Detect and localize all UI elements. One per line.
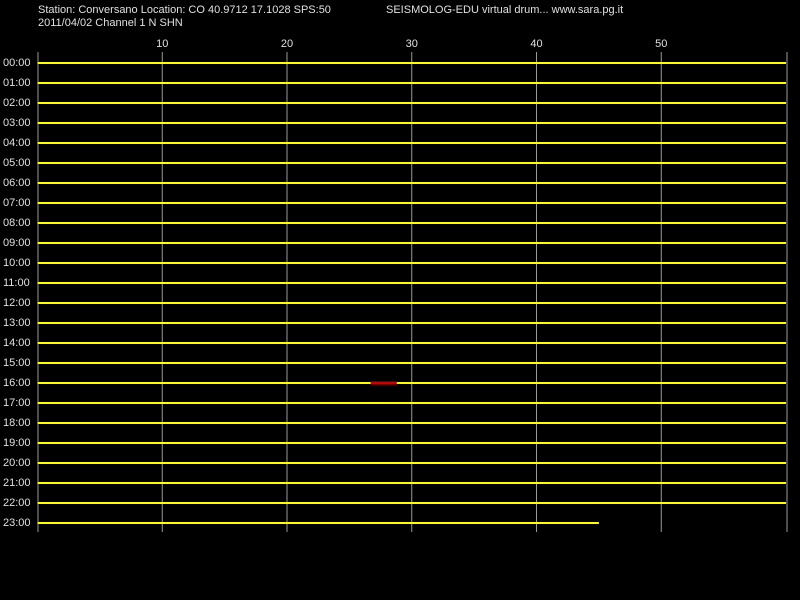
row-label: 21:00: [3, 477, 31, 489]
x-tick-label: 30: [406, 38, 418, 50]
chart-title: Station: Conversano Location: CO 40.9712…: [38, 4, 331, 16]
row-label: 17:00: [3, 397, 31, 409]
row-label: 20:00: [3, 457, 31, 469]
row-label: 19:00: [3, 437, 31, 449]
row-label: 13:00: [3, 317, 31, 329]
row-label: 00:00: [3, 57, 31, 69]
row-label: 10:00: [3, 257, 31, 269]
chart-caption: 2011/04/02 Channel 1 N SHN: [38, 17, 183, 29]
chart-subtitle: SEISMOLOG-EDU virtual drum... www.sara.p…: [386, 4, 623, 16]
x-tick-label: 50: [655, 38, 667, 50]
row-label: 12:00: [3, 297, 31, 309]
row-label: 03:00: [3, 117, 31, 129]
row-label: 04:00: [3, 137, 31, 149]
row-label: 02:00: [3, 97, 31, 109]
row-label: 07:00: [3, 197, 31, 209]
row-label: 11:00: [3, 277, 30, 289]
row-label: 22:00: [3, 497, 31, 509]
row-label: 01:00: [3, 77, 31, 89]
row-label: 09:00: [3, 237, 31, 249]
x-tick-label: 20: [281, 38, 293, 50]
row-label: 23:00: [3, 517, 31, 529]
row-label: 15:00: [3, 357, 31, 369]
x-tick-label: 40: [530, 38, 542, 50]
row-label: 14:00: [3, 337, 31, 349]
row-label: 16:00: [3, 377, 31, 389]
row-label: 06:00: [3, 177, 31, 189]
x-tick-label: 10: [156, 38, 168, 50]
row-label: 08:00: [3, 217, 31, 229]
row-label: 05:00: [3, 157, 31, 169]
row-label: 18:00: [3, 417, 31, 429]
